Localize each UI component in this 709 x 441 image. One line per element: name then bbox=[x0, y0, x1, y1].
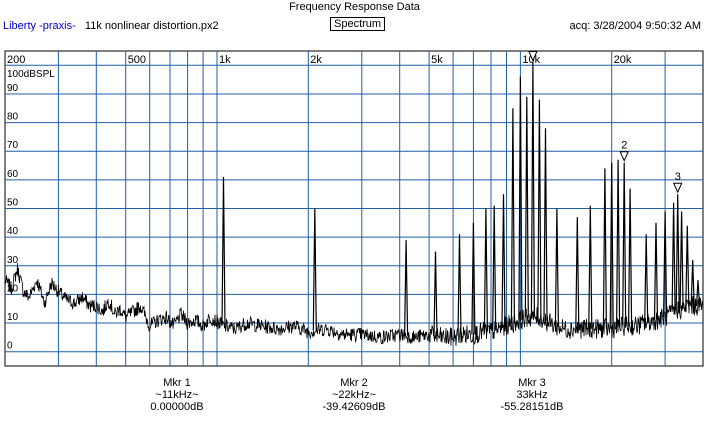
marker-readout-3: Mkr 3 33kHz -55.28151dB bbox=[462, 377, 602, 413]
y-axis-label: 100dBSPL bbox=[7, 69, 55, 80]
spectral-peak bbox=[602, 168, 607, 329]
spectral-peak bbox=[690, 259, 695, 306]
spectral-peak bbox=[616, 159, 621, 328]
marker-readout-2: Mkr 2 ~22kHz~ -39.42609dB bbox=[284, 377, 424, 413]
spectral-peak bbox=[554, 208, 559, 327]
x-tick-label: 200 bbox=[7, 54, 25, 66]
y-tick-label: 10 bbox=[7, 312, 19, 323]
spectrum-mode-button[interactable]: Spectrum bbox=[330, 17, 386, 31]
marker-number-label: 3 bbox=[675, 171, 681, 183]
plot-grid bbox=[4, 50, 704, 367]
x-tick-label: 500 bbox=[128, 54, 146, 66]
marker-number-label: 2 bbox=[621, 140, 627, 152]
marker-triangle-icon[interactable] bbox=[672, 182, 683, 194]
spectral-peak bbox=[671, 202, 676, 312]
spectral-peak bbox=[433, 251, 438, 337]
spectral-peak bbox=[653, 222, 659, 321]
x-tick-label: 10k bbox=[522, 54, 540, 66]
file-name: 11k nonlinear distortion.px2 bbox=[84, 20, 219, 32]
marker-readout-freq: ~22kHz~ bbox=[331, 389, 377, 401]
spectral-peak bbox=[518, 76, 523, 321]
spectral-peak bbox=[543, 128, 548, 321]
spectral-peak bbox=[530, 62, 535, 318]
spectral-peak bbox=[501, 194, 506, 328]
spectral-peak bbox=[312, 208, 317, 331]
marker-readout-1: Mkr 1 ~11kHz~ 0.00000dB bbox=[107, 377, 247, 413]
marker-readout-name: Mkr 2 bbox=[340, 377, 368, 389]
acquisition-timestamp: acq: 3/28/2004 9:50:32 AM bbox=[569, 20, 702, 32]
marker-readout-freq: ~11kHz~ bbox=[155, 389, 199, 401]
spectral-peak bbox=[695, 280, 701, 306]
spectral-peak bbox=[404, 239, 409, 336]
spectral-peak bbox=[588, 205, 593, 329]
spectral-peak bbox=[628, 188, 633, 326]
source-app: Liberty -praxis- bbox=[3, 20, 76, 32]
x-tick-label: 5k bbox=[431, 54, 443, 66]
spectral-peak bbox=[663, 211, 668, 318]
spectral-peak bbox=[537, 99, 542, 318]
spectral-peak bbox=[221, 176, 226, 326]
y-tick-label: 70 bbox=[7, 140, 19, 151]
chart-title: Frequency Response Data bbox=[289, 1, 420, 13]
marker-readout-name: Mkr 1 bbox=[163, 377, 191, 389]
spectrum-trace bbox=[4, 62, 704, 346]
spectral-peak bbox=[524, 96, 529, 318]
x-tick-label: 1k bbox=[219, 54, 231, 66]
x-tick-label: 2k bbox=[310, 54, 322, 66]
y-tick-label: 0 bbox=[7, 341, 13, 352]
marker-triangle-icon[interactable] bbox=[528, 51, 538, 62]
x-tick-label: 20k bbox=[614, 54, 632, 66]
source-label: Liberty -praxis- 11k nonlinear distortio… bbox=[3, 20, 219, 32]
spectral-peak bbox=[679, 211, 684, 309]
y-tick-label: 60 bbox=[7, 169, 19, 180]
noise-floor-trace bbox=[4, 263, 704, 346]
spectral-peak bbox=[609, 162, 614, 329]
y-tick-label: 80 bbox=[7, 112, 19, 123]
spectral-peak bbox=[510, 108, 515, 324]
y-tick-label: 40 bbox=[7, 226, 19, 237]
marker-layer: 23 bbox=[528, 51, 683, 194]
y-tick-label: 50 bbox=[7, 198, 19, 209]
spectral-peak bbox=[471, 222, 476, 335]
marker-readout-value: 0.00000dB bbox=[150, 401, 204, 413]
spectral-peak bbox=[457, 234, 462, 336]
y-tick-label: 90 bbox=[7, 83, 19, 94]
spectral-peak bbox=[575, 217, 580, 329]
marker-readout-value: -39.42609dB bbox=[322, 401, 386, 413]
spectral-peak bbox=[492, 205, 497, 331]
spectral-peak bbox=[483, 208, 488, 332]
marker-readout-value: -55.28151dB bbox=[500, 401, 564, 413]
spectral-peak bbox=[622, 162, 627, 326]
spectral-peak bbox=[644, 234, 649, 324]
marker-triangle-icon[interactable] bbox=[619, 151, 629, 162]
marker-readout-name: Mkr 3 bbox=[518, 377, 546, 389]
y-tick-label: 30 bbox=[7, 255, 19, 266]
spectral-peak bbox=[675, 194, 680, 311]
marker-readout-freq: 33kHz bbox=[516, 389, 548, 401]
spectral-peak bbox=[685, 225, 690, 307]
